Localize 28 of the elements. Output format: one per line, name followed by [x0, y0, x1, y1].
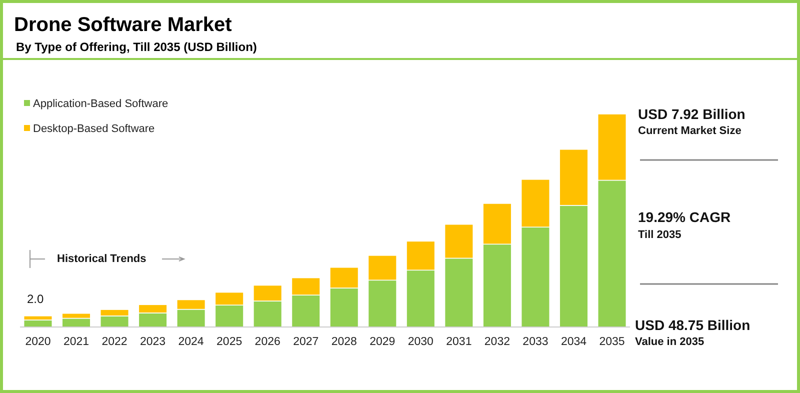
x-tick-label: 2023 — [140, 336, 166, 348]
x-tick-label: 2020 — [25, 336, 51, 348]
text: Current Market Size — [638, 125, 742, 137]
x-tick-label: 2025 — [216, 336, 242, 348]
x-tick-label: 2030 — [408, 336, 434, 348]
x-tick-label: 2033 — [522, 336, 548, 348]
legend-label: Desktop-Based Software — [33, 123, 155, 135]
text: 19.29% CAGR — [638, 209, 731, 225]
x-tick-label: 2026 — [254, 336, 280, 348]
x-tick-label: 2032 — [484, 336, 510, 348]
legend-label: Application-Based Software — [33, 98, 168, 110]
text: Value in 2035 — [635, 336, 704, 348]
annotation: Historical Trends — [57, 253, 146, 265]
text: USD 48.75 Billion — [635, 317, 750, 333]
x-tick-label: 2022 — [102, 336, 128, 348]
x-tick-label: 2024 — [178, 336, 204, 348]
x-tick-label: 2029 — [370, 336, 396, 348]
x-tick-label: 2035 — [599, 336, 625, 348]
x-tick-label: 2031 — [446, 336, 472, 348]
x-tick-label: 2034 — [560, 336, 588, 348]
x-tick-label: 2021 — [63, 336, 90, 348]
annotation: 2.0 — [27, 292, 44, 306]
x-tick-label: 2028 — [331, 336, 357, 348]
x-tick-label: 2027 — [293, 336, 319, 348]
text: Till 2035 — [638, 229, 682, 241]
chart-title: Drone Software Market — [14, 14, 232, 36]
chart-subtitle: By Type of Offering, Till 2035 (USD Billion) — [16, 40, 257, 54]
text: USD 7.92 Billion — [638, 106, 746, 122]
